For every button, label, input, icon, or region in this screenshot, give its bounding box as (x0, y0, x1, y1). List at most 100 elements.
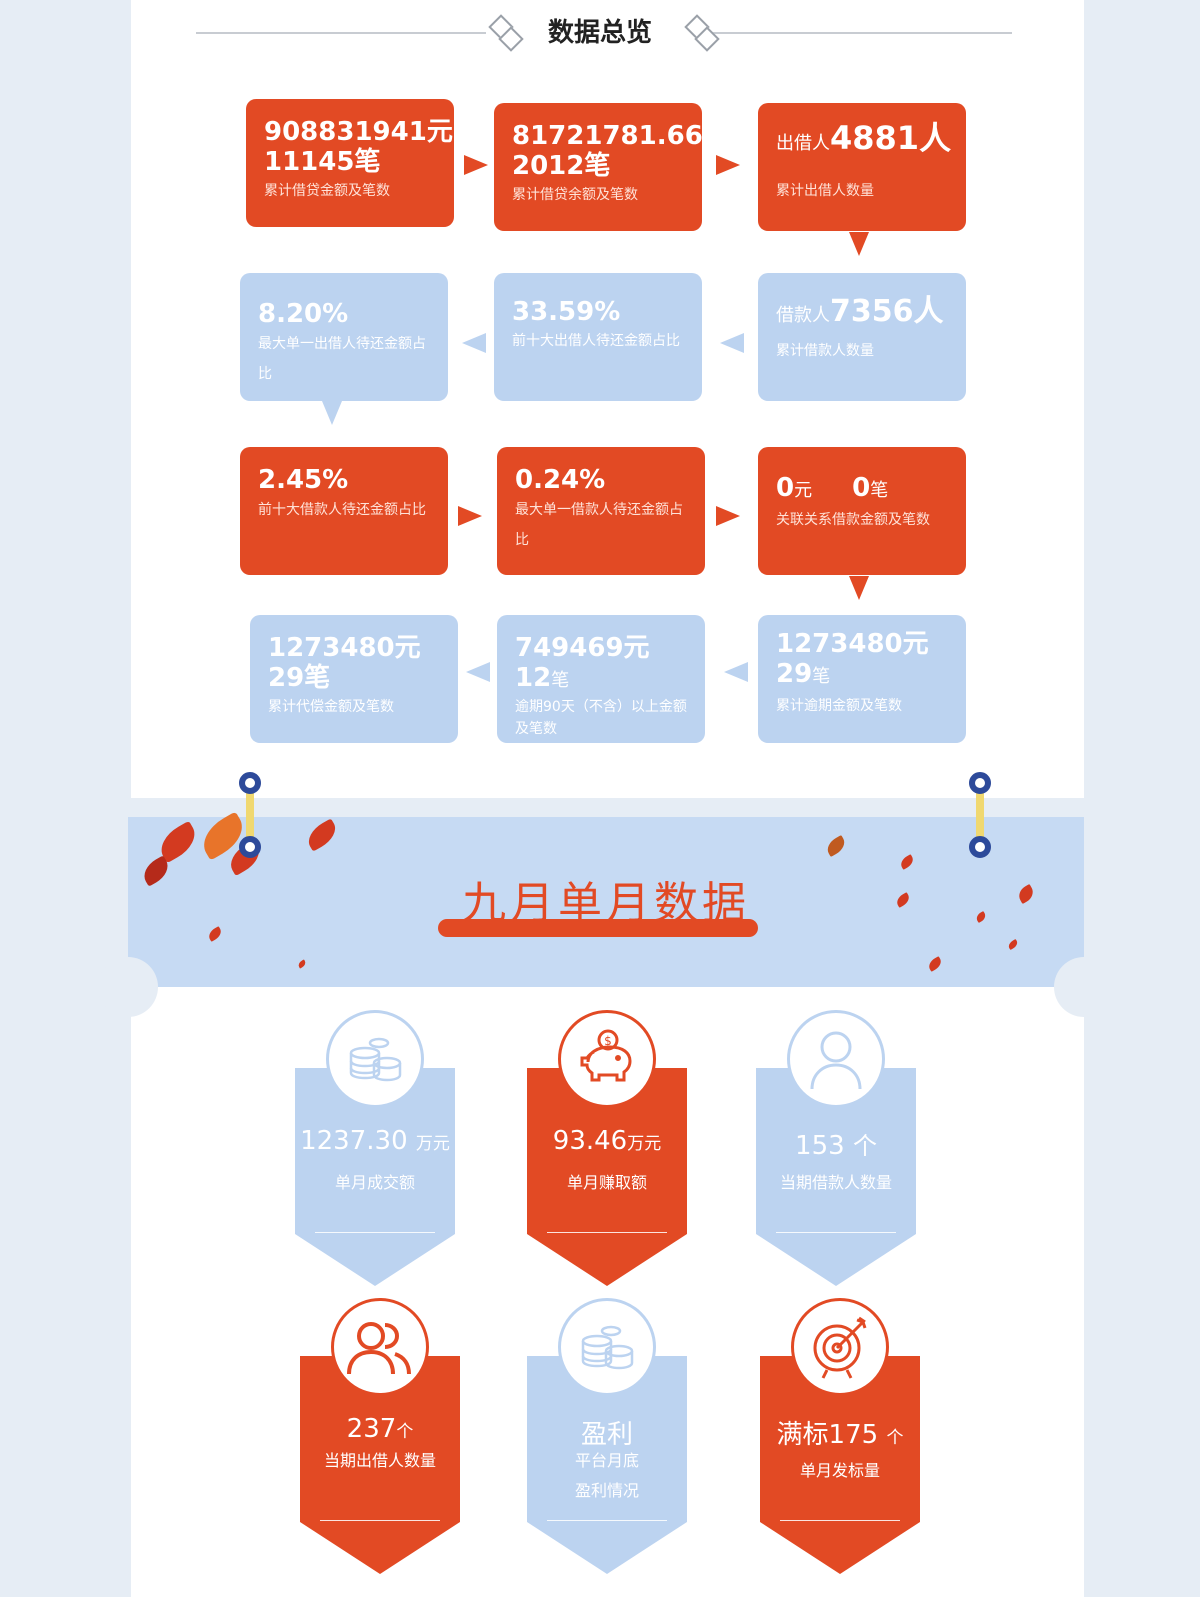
maple-leaf-icon (303, 818, 341, 852)
card-unit: 个 (852, 1132, 877, 1160)
card-unit: 万元 (627, 1134, 662, 1154)
title-underline (438, 919, 758, 937)
banner-notch (1054, 957, 1114, 1017)
stat-box-related-party: 0元 0笔 关联关系借款金额及笔数 (758, 447, 966, 575)
flow-arrow-down (849, 232, 869, 256)
target-icon (791, 1298, 889, 1396)
stat-box-overdue-total: 1273480元 29笔 累计逾期金额及笔数 (758, 615, 966, 743)
stat-value: 0 (776, 473, 795, 503)
stat-value-count: 29笔 (268, 663, 331, 693)
stat-label: 累计借贷金额及笔数 (264, 183, 390, 199)
stat-label: 前十大借款人待还金额占比 (258, 502, 426, 518)
flow-arrow-right (716, 506, 740, 526)
flow-arrow-left (466, 662, 490, 682)
stat-value-count: 0 (852, 473, 871, 503)
stat-value: 1273480元 (268, 633, 421, 663)
hanger-pin (969, 836, 991, 858)
overview-title: 数据总览 (547, 18, 652, 48)
card-monthly-borrowers: 153 个 当期借款人数量 (756, 1010, 916, 1286)
monthly-banner: 九月单月数据 (98, 811, 1114, 1017)
stat-box-total-loans: 908831941元 11145笔 累计借贷金额及笔数 (246, 99, 454, 227)
stat-label: 逾期90天（不含）以上金额及笔数 (515, 699, 687, 737)
stat-box-lenders: 出借人4881人 累计出借人数量 (758, 103, 966, 231)
monthly-title: 九月单月数据 (462, 878, 750, 929)
card-label: 单月赚取额 (566, 1173, 647, 1192)
stat-label: 累计借贷余额及笔数 (512, 187, 638, 203)
stat-value: 7356人 (830, 294, 944, 329)
header-divider-left (196, 32, 486, 34)
card-label: 单月成交额 (334, 1173, 415, 1192)
card-value: 盈利 (580, 1420, 633, 1450)
card-value: 1237.30 (300, 1126, 408, 1156)
card-value: 153 (795, 1131, 845, 1161)
stat-label: 最大单一借款人待还金额占比 (515, 502, 683, 548)
stat-label: 累计出借人数量 (776, 183, 874, 199)
stat-value: 33.59% (512, 297, 621, 327)
stat-box-borrowers: 借款人7356人 累计借款人数量 (758, 273, 966, 401)
hanger-pin (969, 772, 991, 794)
flow-arrow-left (724, 662, 748, 682)
card-monthly-volume: 1237.30 万元 单月成交额 (295, 1010, 455, 1286)
maple-leaf-icon (297, 959, 307, 969)
stat-value: 0.24% (515, 465, 606, 495)
stat-value-count: 12 (515, 663, 552, 693)
stat-label: 累计代偿金额及笔数 (268, 699, 394, 715)
card-label: 当期借款人数量 (779, 1173, 892, 1192)
stat-prefix: 出借人 (776, 133, 830, 154)
coins-icon (558, 1298, 656, 1396)
stat-box-top-lender-share: 8.20% 最大单一出借人待还金额占比 (240, 273, 448, 401)
card-label: 单月发标量 (799, 1461, 880, 1480)
hanger-string (246, 786, 254, 850)
stat-box-overdue-90: 749469元 12笔 逾期90天（不含）以上金额及笔数 (497, 615, 705, 743)
stat-value: 81721781.66元 (512, 121, 729, 151)
stat-value: 4881人 (830, 119, 952, 157)
flow-arrow-down (849, 576, 869, 600)
stat-value: 1273480元 (776, 629, 929, 659)
stat-unit: 元 (794, 480, 813, 501)
stat-value-count: 29 (776, 659, 813, 689)
stat-label: 前十大出借人待还金额占比 (512, 333, 680, 349)
stat-value: 2.45% (258, 465, 349, 495)
stat-value: 749469元 (515, 633, 650, 663)
stat-unit: 笔 (551, 670, 570, 691)
stat-value: 8.20% (258, 299, 349, 329)
card-value: 满标175 (776, 1420, 879, 1450)
user-icon (787, 1010, 885, 1108)
stat-value-count: 11145笔 (264, 147, 381, 177)
hanger-pin (239, 772, 261, 794)
card-value: 93.46 (552, 1126, 628, 1156)
card-monthly-profit: 盈利 平台月底 盈利情况 (527, 1298, 687, 1574)
stat-label: 累计借款人数量 (776, 343, 874, 359)
hanger-pin (239, 836, 261, 858)
card-unit: 万元 (415, 1134, 450, 1154)
card-label-2: 盈利情况 (574, 1481, 639, 1500)
stat-value: 908831941元 (264, 117, 453, 147)
card-unit: 个 (886, 1428, 904, 1448)
maple-leaf-icon (823, 834, 849, 858)
hanger-string (976, 786, 984, 850)
card-unit: 个 (396, 1422, 414, 1442)
flow-arrow-right (716, 155, 740, 175)
card-monthly-listings: 满标175 个 单月发标量 (760, 1298, 920, 1574)
stat-box-compensation: 1273480元 29笔 累计代偿金额及笔数 (250, 615, 458, 743)
piggy-bank-icon: $ (558, 1010, 656, 1108)
flow-arrow-left (720, 333, 744, 353)
stat-label: 关联关系借款金额及笔数 (776, 512, 930, 528)
stat-box-loan-balance: 81721781.66元 2012笔 累计借贷余额及笔数 (494, 103, 729, 231)
card-label: 平台月底 (574, 1451, 639, 1470)
stat-unit: 笔 (812, 666, 831, 687)
stat-box-top10-borrower-share: 2.45% 前十大借款人待还金额占比 (240, 447, 448, 575)
stat-value-count: 2012笔 (512, 151, 611, 181)
stat-label: 最大单一出借人待还金额占比 (258, 336, 426, 382)
stat-label: 累计逾期金额及笔数 (776, 698, 902, 714)
coins-icon (326, 1010, 424, 1108)
users-icon (331, 1298, 429, 1396)
maple-leaf-icon (1006, 938, 1020, 951)
flow-arrow-down (322, 401, 342, 425)
maple-leaf-icon (926, 956, 944, 972)
flow-arrow-right (464, 155, 488, 175)
card-label: 当期出借人数量 (323, 1451, 436, 1470)
stat-prefix: 借款人 (776, 305, 830, 326)
stat-box-top-borrower-share: 0.24% 最大单一借款人待还金额占比 (497, 447, 705, 575)
banner-notch (98, 957, 158, 1017)
